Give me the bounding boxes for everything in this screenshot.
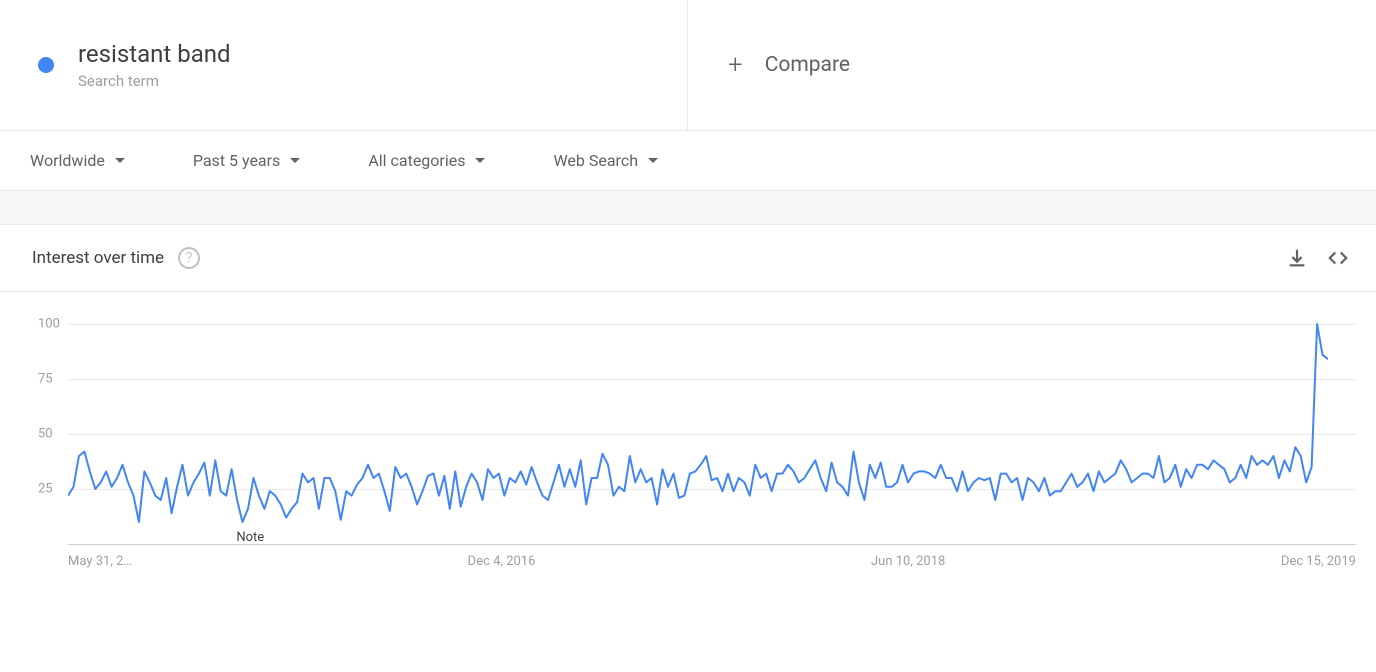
y-tick-label: 100 [38, 317, 60, 332]
plus-icon: + [728, 50, 743, 80]
chart-line [68, 292, 1328, 592]
filter-region-label: Worldwide [30, 151, 105, 170]
y-tick-label: 25 [38, 482, 53, 497]
filter-category[interactable]: All categories [368, 151, 485, 170]
download-icon[interactable] [1286, 247, 1308, 269]
chart-title: Interest over time [32, 248, 164, 268]
compare-label: Compare [765, 53, 850, 77]
section-gap [0, 191, 1376, 225]
interest-chart: 255075100May 31, 2…Dec 4, 2016Jun 10, 20… [0, 292, 1376, 592]
chevron-down-icon [648, 158, 658, 163]
series-color-dot [38, 57, 54, 73]
search-term-box[interactable]: resistant band Search term [0, 0, 688, 130]
chevron-down-icon [475, 158, 485, 163]
search-term-subtitle: Search term [78, 72, 231, 90]
chevron-down-icon [290, 158, 300, 163]
chart-card-header: Interest over time ? [0, 225, 1376, 292]
y-tick-label: 50 [38, 427, 53, 442]
filter-region[interactable]: Worldwide [30, 151, 125, 170]
search-term-title: resistant band [78, 40, 231, 69]
filter-bar: Worldwide Past 5 years All categories We… [0, 131, 1376, 191]
filter-category-label: All categories [368, 151, 465, 170]
filter-search-type-label: Web Search [553, 151, 638, 170]
filter-search-type[interactable]: Web Search [553, 151, 658, 170]
filter-time-range[interactable]: Past 5 years [193, 151, 300, 170]
embed-icon[interactable] [1326, 247, 1350, 269]
compare-button[interactable]: + Compare [688, 0, 1376, 130]
help-icon[interactable]: ? [178, 247, 200, 269]
filter-time-range-label: Past 5 years [193, 151, 280, 170]
y-tick-label: 75 [38, 372, 53, 387]
chevron-down-icon [115, 158, 125, 163]
